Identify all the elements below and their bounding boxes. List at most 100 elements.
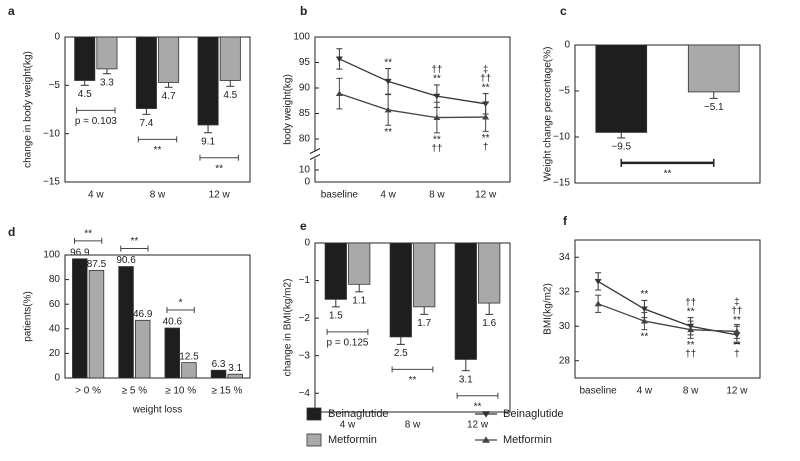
legend-marker <box>482 411 490 418</box>
significance-label: ** <box>733 340 741 351</box>
point-marker <box>594 300 602 307</box>
bar <box>96 36 118 70</box>
y-axis-label: change in body weight(kg) <box>23 51 34 168</box>
x-tick-label: 12 w <box>467 420 489 431</box>
significance-label: * <box>179 298 183 309</box>
plot-frame <box>314 36 511 183</box>
legend-swatch <box>306 433 322 447</box>
panel-letter: b <box>300 4 307 18</box>
x-tick-label: 8 w <box>150 190 166 201</box>
significance-label: ‡ <box>483 64 489 75</box>
significance-label: ** <box>664 169 672 180</box>
y-axis-label: body weight(kg) <box>283 74 294 145</box>
x-tick-label: 4 w <box>380 190 396 201</box>
y-tick-label: 34 <box>559 252 571 263</box>
x-tick-label: ≥ 5 % <box>122 386 148 397</box>
value-label: 1.6 <box>482 318 496 329</box>
bar <box>158 36 180 83</box>
y-tick-label: 0 <box>304 238 310 249</box>
point-marker <box>433 93 441 100</box>
y-axis-label: change in BMI(kg/m2) <box>283 279 294 377</box>
value-label: 4.5 <box>78 89 92 100</box>
y-tick-label: 30 <box>559 321 571 332</box>
value-label: 46.9 <box>133 309 153 320</box>
point-marker <box>335 90 343 97</box>
value-label: 3.1 <box>459 374 473 385</box>
y-tick-label: −5 <box>559 86 571 97</box>
x-tick-label: 12 w <box>209 190 231 201</box>
value-label: 9.1 <box>201 136 215 147</box>
significance-label: p = 0.125 <box>327 337 369 348</box>
significance-label: p = 0.103 <box>75 116 117 127</box>
point-marker <box>335 56 343 63</box>
bar <box>197 36 219 126</box>
y-tick-label: 85 <box>299 108 311 119</box>
y-tick-label: 32 <box>559 286 571 297</box>
value-label: 1.1 <box>352 295 366 306</box>
y-tick-label: −15 <box>553 178 570 189</box>
value-label: 4.5 <box>223 90 237 101</box>
value-label: 1.5 <box>329 310 343 321</box>
bar <box>74 36 96 81</box>
y-tick-label: 20 <box>49 348 61 359</box>
value-label: 6.3 <box>212 359 226 370</box>
significance-label: † <box>734 349 740 360</box>
x-axis-label: weight loss <box>132 405 182 416</box>
y-axis-label: BMI(kg/m2) <box>543 283 554 335</box>
significance-label: † <box>483 142 489 153</box>
axis-break <box>309 148 321 154</box>
y-tick-label: 10 <box>299 165 311 176</box>
y-tick-label: 90 <box>299 83 311 94</box>
y-tick-label: 100 <box>293 32 310 43</box>
point-marker <box>384 78 392 85</box>
y-tick-label: 100 <box>43 250 60 261</box>
significance-label: ** <box>474 401 482 412</box>
y-tick-label: −5 <box>49 80 61 91</box>
value-label: 7.4 <box>139 118 153 129</box>
panel-letter: f <box>563 214 568 228</box>
bar <box>88 269 105 379</box>
panel-letter: d <box>8 225 15 239</box>
panel-letter: e <box>300 219 307 233</box>
bar <box>210 369 227 379</box>
legend-swatch <box>306 407 322 421</box>
significance-label: ** <box>640 289 648 300</box>
x-tick-label: 4 w <box>340 420 356 431</box>
point-marker <box>482 113 490 120</box>
line <box>339 58 486 105</box>
value-label: 12.5 <box>179 351 199 362</box>
value-label: 2.5 <box>394 348 408 359</box>
legend-label: Metformin <box>503 434 552 446</box>
bar <box>454 242 477 360</box>
y-tick-label: 28 <box>559 355 571 366</box>
y-tick-label: −15 <box>43 177 60 188</box>
y-tick-label: 80 <box>49 274 61 285</box>
bar <box>687 44 740 93</box>
y-tick-label: 95 <box>299 57 311 68</box>
significance-label: ** <box>409 375 417 386</box>
bar <box>389 242 412 338</box>
y-tick-label: 0 <box>54 32 60 43</box>
significance-label: ** <box>215 163 223 174</box>
y-axis-label: patients(%) <box>23 291 34 342</box>
significance-label: †† <box>685 297 696 308</box>
axis-break <box>309 154 321 160</box>
significance-label: ** <box>384 57 392 68</box>
x-tick-label: ≥ 15 % <box>211 386 242 397</box>
significance-label: ** <box>733 315 741 326</box>
x-tick-label: 12 w <box>726 386 748 397</box>
value-label: −5.1 <box>704 102 724 113</box>
value-label: 3.1 <box>228 363 242 374</box>
bar <box>413 242 436 308</box>
plot-frame <box>574 239 761 379</box>
significance-label: †† <box>480 73 491 84</box>
legend: Beinaglutide Metformin Beinaglutide Metform… <box>306 407 564 447</box>
bar <box>324 242 347 300</box>
y-tick-label: 0 <box>304 177 310 188</box>
significance-label: ** <box>154 145 162 156</box>
significance-label: ** <box>687 340 695 351</box>
value-label: 4.7 <box>162 91 176 102</box>
x-tick-label: 8 w <box>429 190 445 201</box>
